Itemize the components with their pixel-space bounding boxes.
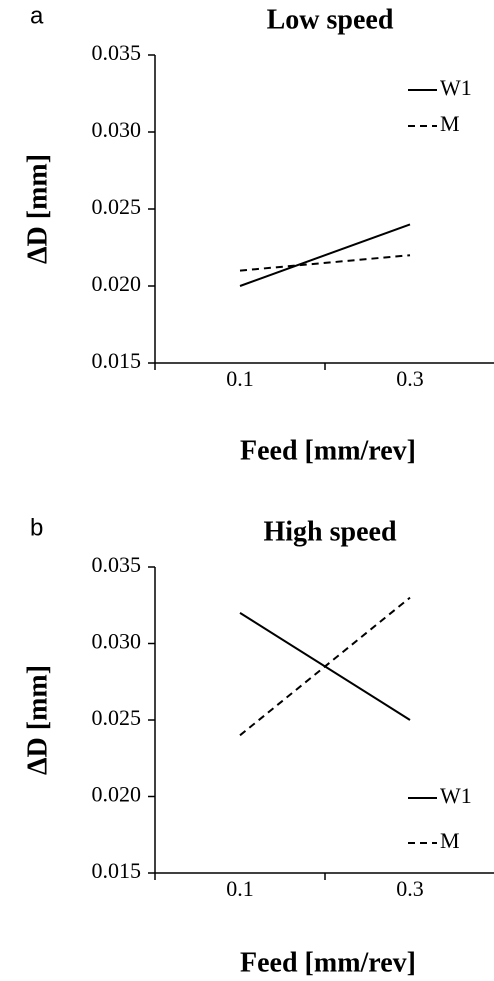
- legend-label: W1: [440, 75, 472, 100]
- y-tick-label: 0.030: [92, 629, 142, 654]
- x-tick-label: 0.1: [226, 366, 254, 391]
- series-line: [239, 254, 411, 272]
- legend-label: W1: [440, 783, 472, 808]
- y-tick-label: 0.020: [92, 782, 142, 807]
- y-tick-label: 0.030: [92, 117, 142, 142]
- y-tick-label: 0.020: [92, 271, 142, 296]
- series-line: [239, 596, 411, 737]
- y-tick-label: 0.035: [92, 552, 142, 577]
- x-axis-title: Feed [mm/rev]: [240, 947, 416, 978]
- chart-title: High speed: [263, 516, 396, 547]
- legend-label: M: [440, 828, 460, 853]
- series-line: [239, 223, 411, 287]
- x-tick-label: 0.3: [396, 876, 424, 901]
- y-tick-label: 0.025: [92, 705, 142, 730]
- y-tick-label: 0.025: [92, 194, 142, 219]
- x-tick-label: 0.1: [226, 876, 254, 901]
- panel-label: b: [30, 514, 43, 541]
- x-axis-title: Feed [mm/rev]: [240, 435, 416, 466]
- y-axis-title: ΔD [mm]: [22, 154, 53, 264]
- chart-title: Low speed: [267, 4, 394, 35]
- x-tick-label: 0.3: [396, 366, 424, 391]
- y-tick-label: 0.035: [92, 40, 142, 65]
- y-tick-label: 0.015: [92, 348, 142, 373]
- y-axis-title: ΔD [mm]: [22, 665, 53, 775]
- y-tick-label: 0.015: [92, 858, 142, 883]
- legend-label: M: [440, 111, 460, 136]
- panel-label: a: [30, 2, 44, 29]
